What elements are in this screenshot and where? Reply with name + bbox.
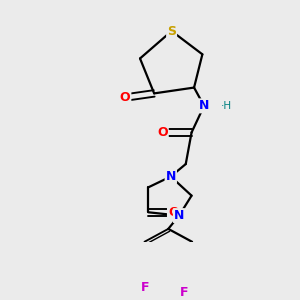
Text: S: S <box>167 25 176 38</box>
Text: N: N <box>174 209 184 222</box>
Text: N: N <box>199 99 209 112</box>
Text: O: O <box>168 206 178 219</box>
Text: O: O <box>120 91 130 104</box>
Text: F: F <box>179 286 188 299</box>
Text: F: F <box>141 280 149 294</box>
Text: N: N <box>166 170 176 183</box>
Text: O: O <box>157 126 168 139</box>
Text: ·H: ·H <box>221 101 232 111</box>
